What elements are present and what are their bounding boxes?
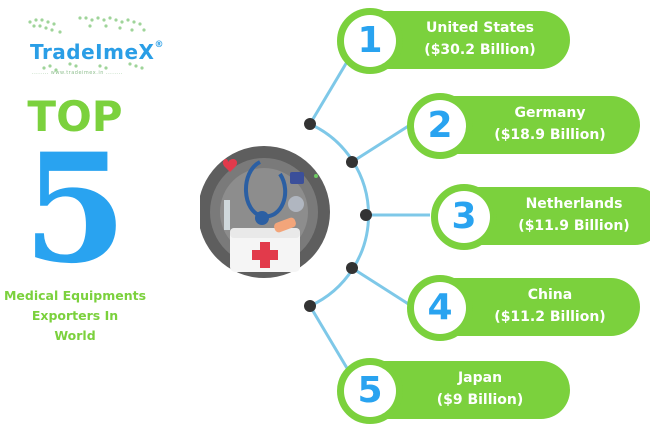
rank-text-3: Netherlands ($11.9 Billion) — [494, 193, 650, 237]
pill-bottle-icon — [290, 172, 304, 184]
rank-number: 3 — [438, 191, 490, 243]
syringe-icon — [224, 200, 230, 230]
connector-dot-4 — [346, 262, 358, 274]
rank-number: 5 — [344, 365, 396, 417]
export-value: ($9 Billion) — [436, 392, 524, 408]
country-name: Japan — [457, 370, 503, 386]
bandage-icon — [274, 217, 296, 233]
oximeter-icon — [288, 196, 304, 212]
country-name: Netherlands — [525, 196, 623, 212]
rank-text-4: China ($11.2 Billion) — [470, 284, 630, 328]
rank-text-1: United States ($30.2 Billion) — [400, 17, 560, 61]
rank-text-2: Germany ($18.9 Billion) — [470, 102, 630, 146]
title-number: 5 — [22, 121, 128, 297]
export-value: ($18.9 Billion) — [494, 127, 606, 143]
rank-number: 2 — [414, 100, 466, 152]
country-name: Germany — [514, 105, 586, 121]
connector-dot-1 — [304, 118, 316, 130]
connector-dot-3 — [360, 209, 372, 221]
connector-dot-2 — [346, 156, 358, 168]
connector-dot-5 — [304, 300, 316, 312]
title-caption: Medical Equipments Exporters In World — [0, 286, 150, 346]
medical-equipment-illustration — [200, 146, 330, 278]
logo-tagline: ........ www.tradeimex.in ........ — [32, 70, 123, 76]
title-top: TOP — [27, 92, 123, 141]
rank-number: 4 — [414, 282, 466, 334]
world-map-icon — [28, 16, 146, 72]
country-name: China — [527, 287, 573, 303]
rank-badge-2: 2 — [407, 93, 473, 159]
rank-badge-1: 1 — [337, 8, 403, 74]
rank-badge-3: 3 — [431, 184, 497, 250]
logo-wordmark: TradeImeX® — [30, 40, 164, 64]
rank-badge-5: 5 — [337, 358, 403, 424]
rank-badge-4: 4 — [407, 275, 473, 341]
logo: TradeImeX® ........ www.tradeimex.in ...… — [10, 8, 163, 88]
caption-line-3: World — [54, 328, 96, 343]
rank-number: 1 — [344, 15, 396, 67]
export-value: ($30.2 Billion) — [424, 42, 536, 58]
country-name: United States — [426, 20, 534, 36]
export-value: ($11.9 Billion) — [518, 218, 630, 234]
rank-text-5: Japan ($9 Billion) — [400, 367, 560, 411]
export-value: ($11.2 Billion) — [494, 309, 606, 325]
caption-line-1: Medical Equipments — [3, 288, 147, 303]
heart-icon — [222, 159, 238, 172]
connector-line-2 — [351, 123, 411, 164]
caption-line-2: Exporters In — [31, 308, 119, 323]
connector-line-4 — [351, 266, 411, 307]
